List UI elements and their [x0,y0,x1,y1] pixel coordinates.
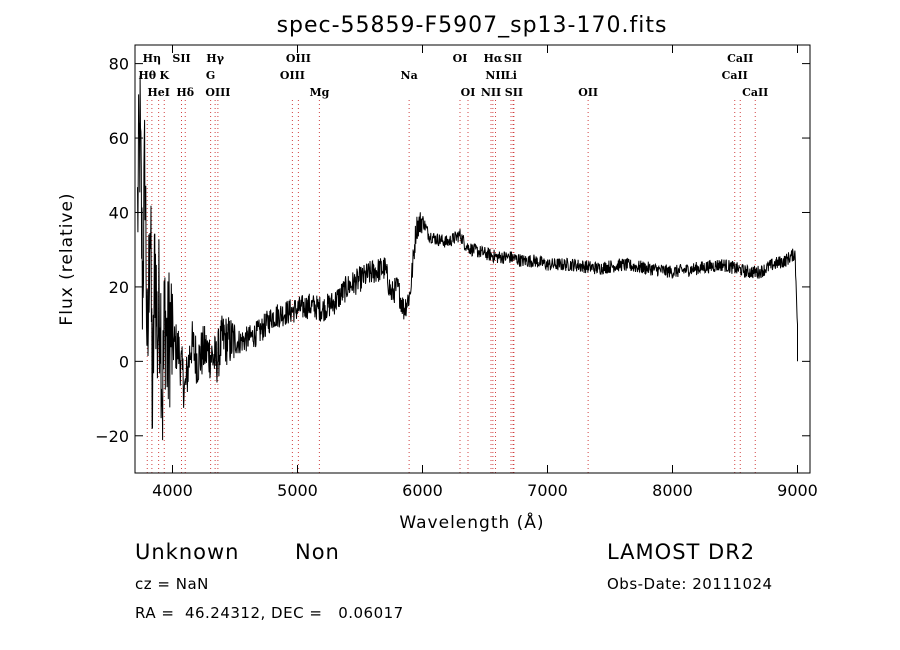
line-marker-label: OIII [280,69,305,82]
line-marker-label: Na [401,69,418,82]
x-axis-label: Wavelength (Å) [399,511,544,533]
line-marker-label: OI [461,86,476,99]
y-tick-label: 80 [109,55,129,74]
line-marker-label: CaII [722,69,748,82]
x-tick-label: 8000 [652,481,693,500]
line-marker-label: OIII [286,52,311,65]
line-marker-label: Hδ [176,86,194,99]
y-tick-label: −20 [95,427,129,446]
line-marker-label: OIII [205,86,230,99]
line-marker-label: Li [505,69,517,82]
plot-frame [134,44,811,474]
line-marker-label: OI [453,52,468,65]
line-marker-label: OII [578,86,598,99]
spectrum-line [137,75,798,441]
line-marker-label: Mg [309,86,329,99]
line-marker-label: CaII [727,52,753,65]
line-marker-label: NII [485,69,505,82]
x-tick-label: 7000 [527,481,568,500]
axis-ticks: 4000 5000 6000 7000 8000 9000 −20 0 20 40 60 80 [95,45,818,500]
y-tick-label: 20 [109,278,129,297]
line-marker-label: SII [505,86,523,99]
line-marker-label: SII [504,52,522,65]
redshift-text: cz = NaN [135,575,209,593]
chart-title: spec-55859-F5907_sp13-170.fits [277,13,668,38]
y-tick-label: 40 [109,203,129,222]
line-marker-label: G [206,69,215,82]
x-tick-label: 6000 [402,481,443,500]
object-subclass: Non [295,540,340,564]
line-marker-label: Hγ [206,52,224,65]
y-axis-label: Flux (relative) [57,192,77,325]
line-marker-label: CaII [742,86,768,99]
radec-text: RA = 46.24312, DEC = 0.06017 [135,604,404,622]
survey-label: LAMOST DR2 [607,540,756,564]
object-class: Unknown [135,540,240,564]
line-marker-label: K [159,69,169,82]
obs-date-text: Obs-Date: 20111024 [607,575,773,593]
line-marker-label: NII [481,86,501,99]
y-tick-label: 60 [109,129,129,148]
line-marker-label: Hη [143,52,161,65]
x-tick-label: 5000 [277,481,318,500]
line-marker-label: Hθ [138,69,156,82]
line-marker-label: HeI [147,86,170,99]
line-marker-label: Hα [483,52,502,65]
y-tick-label: 0 [119,352,129,371]
line-marker-label: SII [172,52,190,65]
x-tick-label: 4000 [152,481,193,500]
x-tick-label: 9000 [777,481,818,500]
